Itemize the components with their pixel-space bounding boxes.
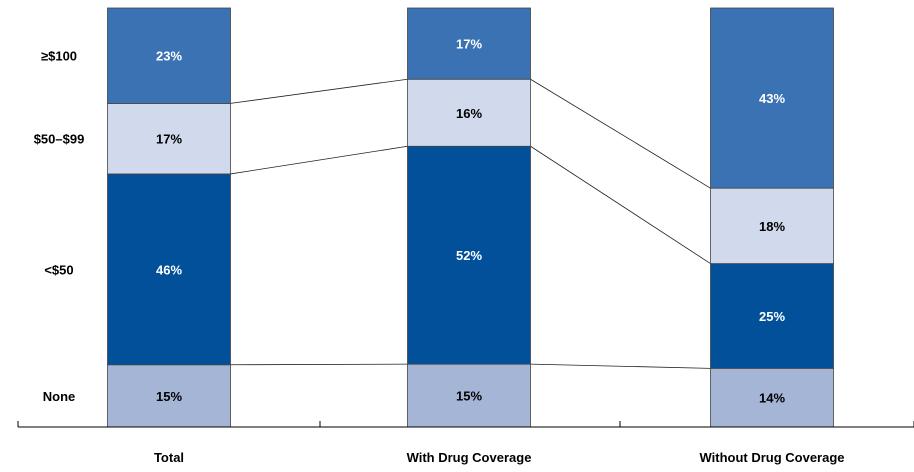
series-label-50: <$50 (44, 262, 73, 277)
category-label-without-drug-coverage: Without Drug Coverage (699, 450, 844, 465)
connector-line (231, 364, 408, 365)
category-labels: Total With Drug Coverage Without Drug Cove… (154, 450, 845, 465)
category-label-with-drug-coverage: With Drug Coverage (407, 450, 532, 465)
data-label: 18% (759, 219, 785, 234)
series-label-100: ≥$100 (41, 49, 77, 64)
data-label: 46% (156, 262, 182, 277)
connector-line (231, 146, 408, 174)
data-label: 15% (156, 389, 182, 404)
data-label: 17% (156, 132, 182, 147)
bar-segments (108, 8, 834, 427)
data-label: 43% (759, 91, 785, 106)
data-label: 25% (759, 309, 785, 324)
series-label-50-99: $50–$99 (34, 132, 85, 147)
data-label: 15% (456, 389, 482, 404)
connector-line (531, 79, 711, 188)
series-label-none: None (43, 389, 76, 404)
data-label: 52% (456, 248, 482, 263)
connector-line (531, 364, 711, 368)
series-labels: None <$50 $50–$99 ≥$100 (34, 49, 85, 404)
data-label: 16% (456, 106, 482, 121)
category-label-total: Total (154, 450, 184, 465)
connector-line (531, 146, 711, 263)
connector-line (231, 79, 408, 103)
data-label: 14% (759, 391, 785, 406)
data-label: 17% (456, 37, 482, 52)
data-label: 23% (156, 49, 182, 64)
